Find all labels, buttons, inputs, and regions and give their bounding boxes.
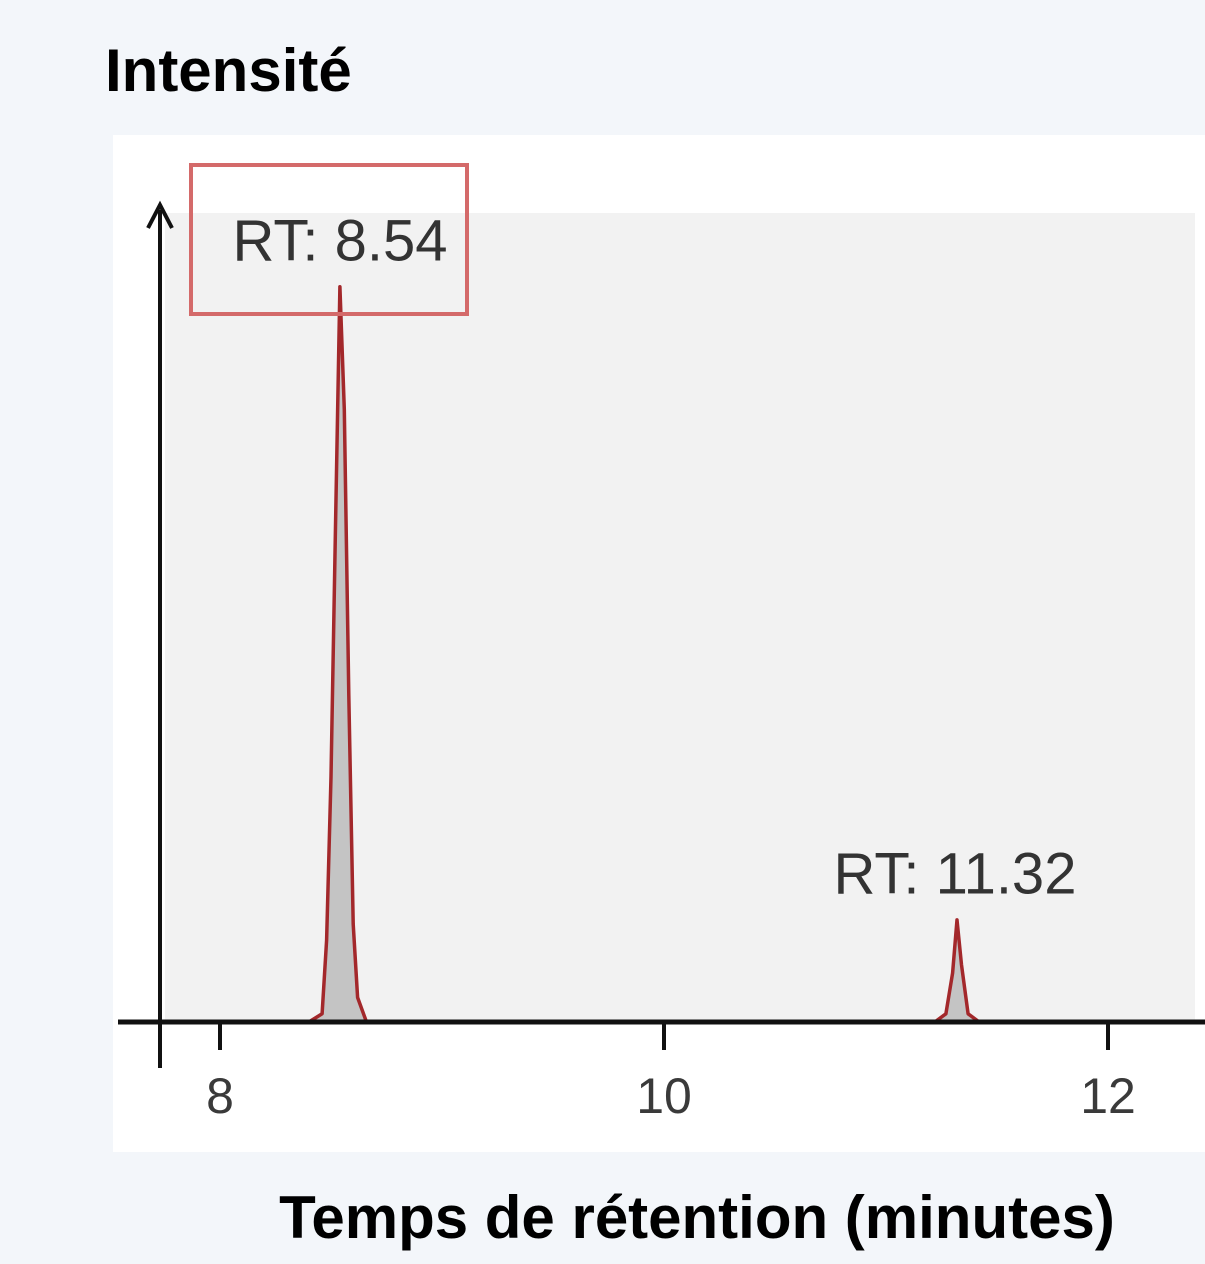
x-tick-label: 8 <box>206 1068 234 1124</box>
x-tick-label: 12 <box>1080 1068 1136 1124</box>
annotation: RT: 8.54 <box>233 208 448 273</box>
highlight-box <box>189 163 469 316</box>
annotation: RT: 11.32 <box>834 841 1077 906</box>
y-axis-arrow <box>146 200 174 229</box>
x-axis-label: Temps de rétention (minutes) <box>279 1184 1115 1251</box>
plot <box>164 284 1205 1024</box>
y-axis-label: Intensité <box>105 37 352 104</box>
trace <box>164 284 1205 1024</box>
x-tick-label: 10 <box>636 1068 692 1124</box>
